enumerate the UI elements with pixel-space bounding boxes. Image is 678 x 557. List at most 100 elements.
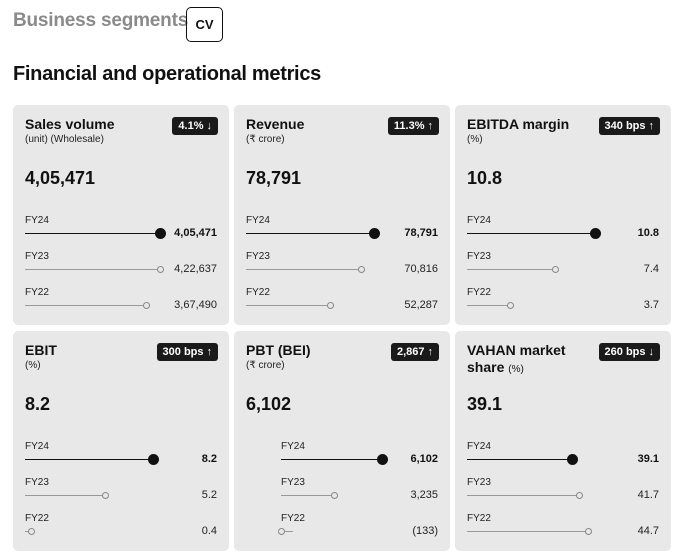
year-row: FY23 41.7 [455,477,671,513]
arrow-up-icon: ↑ [427,120,434,132]
year-label: FY23 [246,251,270,262]
metric-card[interactable]: EBITDA margin (%) 340 bps ↑ 10.8 FY24 10.8 FY23… [455,105,671,325]
year-bar-line [467,305,511,306]
card-value: 39.1 [467,394,503,414]
year-value: 70,816 [404,263,438,275]
change-badge: 260 bps ↓ [598,343,660,361]
year-bar-dot [27,528,35,535]
year-bar-dot [507,302,515,309]
change-badge-text: 300 bps [162,346,204,358]
year-row: FY24 10.8 [455,215,671,251]
metric-card[interactable]: PBT (BEI) (₹ crore) 2,867 ↑ 6,102 FY24 6,102 FY… [234,331,450,551]
year-label: FY24 [467,441,491,452]
year-label: FY22 [25,287,49,298]
year-bar-dot [589,228,601,239]
year-row: FY22 44.7 [455,513,671,549]
year-bar-dot [147,454,159,465]
year-value: 41.7 [637,489,659,501]
change-badge: 2,867 ↑ [390,343,439,361]
year-value: 10.8 [637,227,659,239]
card-subtitle: (%) [467,134,483,145]
year-value: 6,102 [410,453,438,465]
card-subtitle: (unit) (Wholesale) [25,134,104,145]
arrow-up-icon: ↑ [648,120,655,132]
change-badge: 4.1% ↓ [172,117,218,135]
year-label: FY22 [467,513,491,524]
card-value: 78,791 [246,168,302,188]
year-bar-line [246,305,331,306]
change-badge-text: 4.1% [178,120,204,132]
year-row: FY24 8.2 [13,441,229,477]
card-subtitle: (%) [25,360,41,371]
card-subtitle: (₹ crore) [246,360,285,371]
year-value: 4,22,637 [174,263,217,275]
year-row: FY22 52,287 [234,287,450,323]
year-bar-line [467,458,573,461]
year-row: FY24 39.1 [455,441,671,477]
metric-card[interactable]: Revenue (₹ crore) 11.3% ↑ 78,791 FY24 78,791 FY… [234,105,450,325]
year-value: 3.7 [643,299,659,311]
year-value: 3,235 [410,489,438,501]
year-row: FY24 6,102 [234,441,450,477]
change-badge-text: 260 bps [604,346,646,358]
card-title: PBT (BEI) [246,342,311,359]
year-bar-dot [156,266,164,273]
card-title: Sales volume [25,116,115,133]
year-bar-line [281,458,382,461]
year-row: FY22 3.7 [455,287,671,323]
year-bar-dot [331,492,339,499]
year-row: FY23 70,816 [234,251,450,287]
year-row: FY24 78,791 [234,215,450,251]
year-value: (133) [412,525,438,537]
year-bar-dot [102,492,110,499]
year-label: FY22 [281,513,305,524]
change-badge: 11.3% ↑ [387,117,439,135]
year-label: FY23 [281,477,305,488]
year-bar-dot [154,228,166,239]
year-label: FY24 [281,441,305,452]
year-bar-line [467,495,580,496]
card-value: 6,102 [246,394,292,414]
arrow-up-icon: ↑ [206,346,213,358]
metric-card[interactable]: VAHAN market share (%) 260 bps ↓ 39.1 FY24 39… [455,331,671,551]
year-label: FY23 [25,251,49,262]
year-bar-line [281,495,335,496]
year-row: FY23 7.4 [455,251,671,287]
year-label: FY23 [467,477,491,488]
year-bar-line [467,269,556,270]
year-bar-line [246,232,374,235]
metric-card[interactable]: EBIT (%) 300 bps ↑ 8.2 FY24 8.2 FY23 5.2 FY22 0.4 [13,331,229,551]
year-value: 52,287 [404,299,438,311]
year-label: FY22 [25,513,49,524]
card-title-text: PBT (BEI) [246,342,311,358]
year-row: FY23 4,22,637 [13,251,229,287]
card-title: EBITDA margin [467,116,569,133]
year-row: FY23 5.2 [13,477,229,513]
year-row: FY22 3,67,490 [13,287,229,323]
year-label: FY24 [467,215,491,226]
year-value: 78,791 [404,227,438,239]
year-label: FY23 [467,251,491,262]
year-label: FY24 [25,215,49,226]
change-badge-text: 11.3% [393,120,425,132]
arrow-down-icon: ↓ [206,120,213,132]
year-bar-dot [551,266,559,273]
arrow-up-icon: ↑ [427,346,434,358]
card-title: VAHAN market share (%) [467,342,592,378]
year-value: 3,67,490 [174,299,217,311]
year-bar-dot [357,266,365,273]
year-bar-dot [376,454,388,465]
segment-badge[interactable]: CV [186,7,223,42]
metric-card[interactable]: Sales volume (unit) (Wholesale) 4.1% ↓ 4,05,… [13,105,229,325]
year-row: FY22 (133) [234,513,450,549]
year-bar-line [25,495,106,496]
year-label: FY22 [246,287,270,298]
year-label: FY23 [25,477,49,488]
card-title-unit: (%) [508,364,524,375]
card-title-text: EBITDA margin [467,116,570,132]
year-bar-line [25,458,153,461]
change-badge-text: 2,867 [396,346,425,358]
year-value: 4,05,471 [174,227,217,239]
arrow-down-icon: ↓ [648,346,655,358]
card-value: 10.8 [467,168,503,188]
